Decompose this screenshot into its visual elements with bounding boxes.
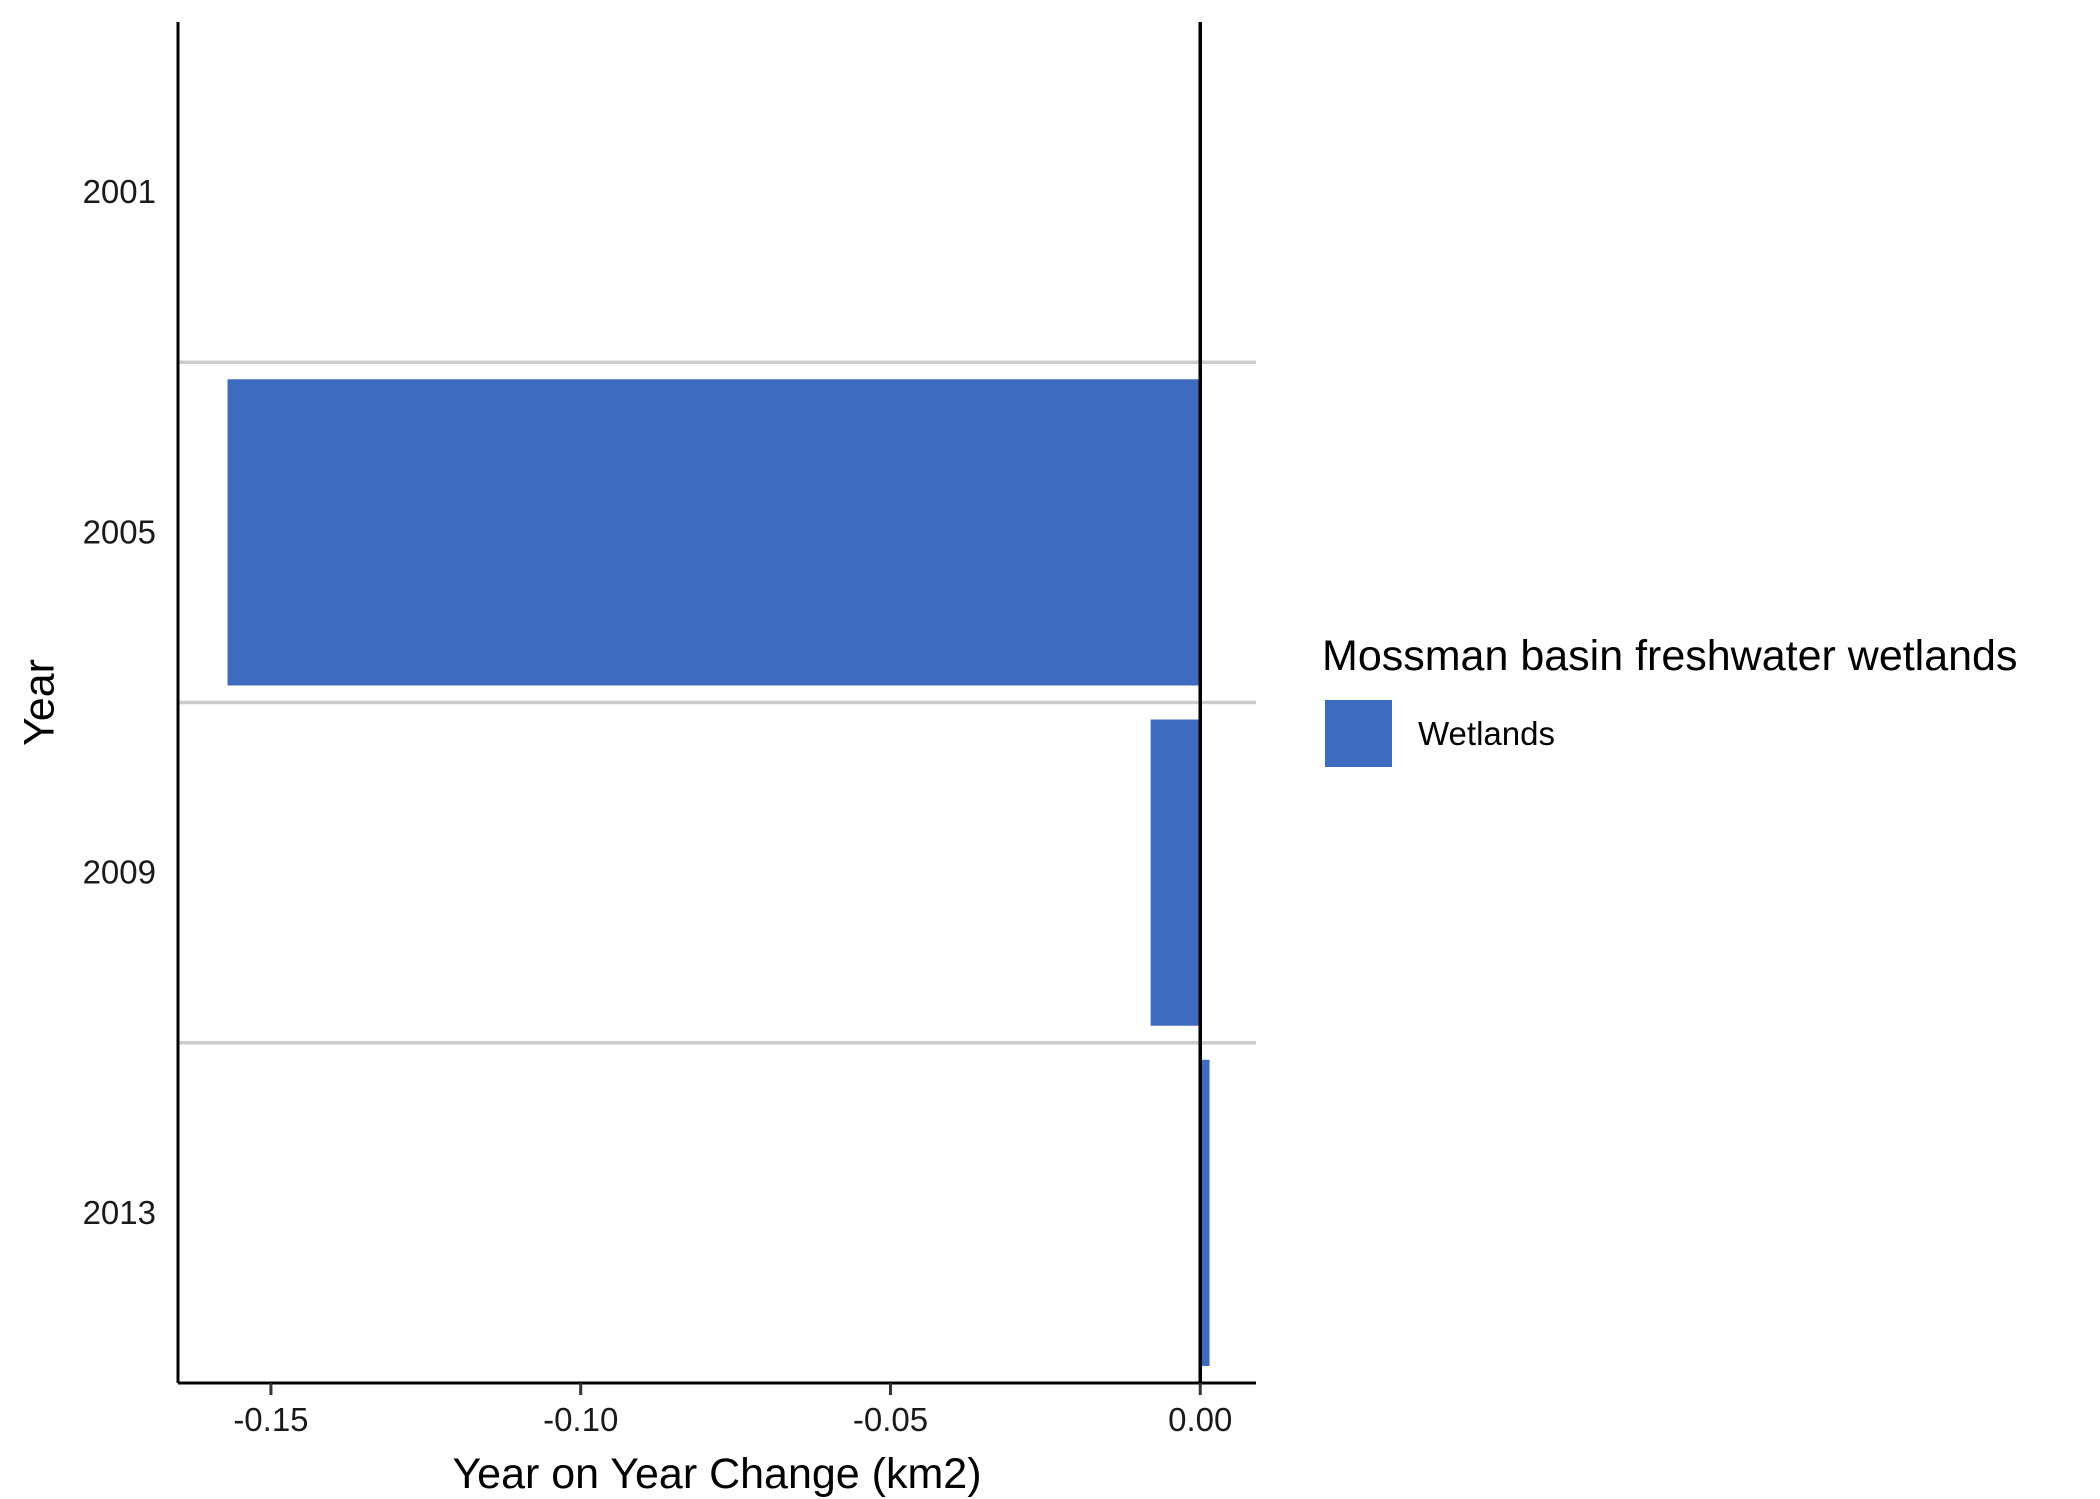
axes bbox=[176, 22, 1256, 1385]
x-tick-label: -0.05 bbox=[853, 1401, 928, 1438]
legend-swatch-wetlands bbox=[1325, 700, 1392, 767]
bars bbox=[227, 379, 1210, 1366]
y-tick-label-2005: 2005 bbox=[83, 513, 156, 550]
grid-lines bbox=[178, 360, 1256, 1045]
x-axis-ticks: -0.15 -0.10 -0.05 0.00 bbox=[233, 1383, 1232, 1438]
x-axis-title: Year on Year Change (km2) bbox=[452, 1450, 981, 1498]
legend-title: Mossman basin freshwater wetlands bbox=[1322, 632, 2017, 680]
bar-2009 bbox=[1150, 719, 1201, 1026]
y-tick-label-2001: 2001 bbox=[83, 173, 156, 210]
y-axis-title: Year bbox=[15, 659, 63, 746]
x-tick-label: 0.00 bbox=[1168, 1401, 1232, 1438]
bar-2005 bbox=[227, 379, 1201, 686]
legend: Mossman basin freshwater wetlands Wetlan… bbox=[1322, 632, 2017, 767]
x-tick-label: -0.10 bbox=[543, 1401, 618, 1438]
bar-2013 bbox=[1200, 1059, 1210, 1366]
y-tick-label-2009: 2009 bbox=[83, 854, 156, 891]
y-tick-label-2013: 2013 bbox=[83, 1194, 156, 1231]
legend-label-wetlands: Wetlands bbox=[1418, 715, 1555, 752]
y-axis-ticks: 2001 2005 2009 2013 bbox=[83, 173, 156, 1231]
x-tick-label: -0.15 bbox=[233, 1401, 308, 1438]
